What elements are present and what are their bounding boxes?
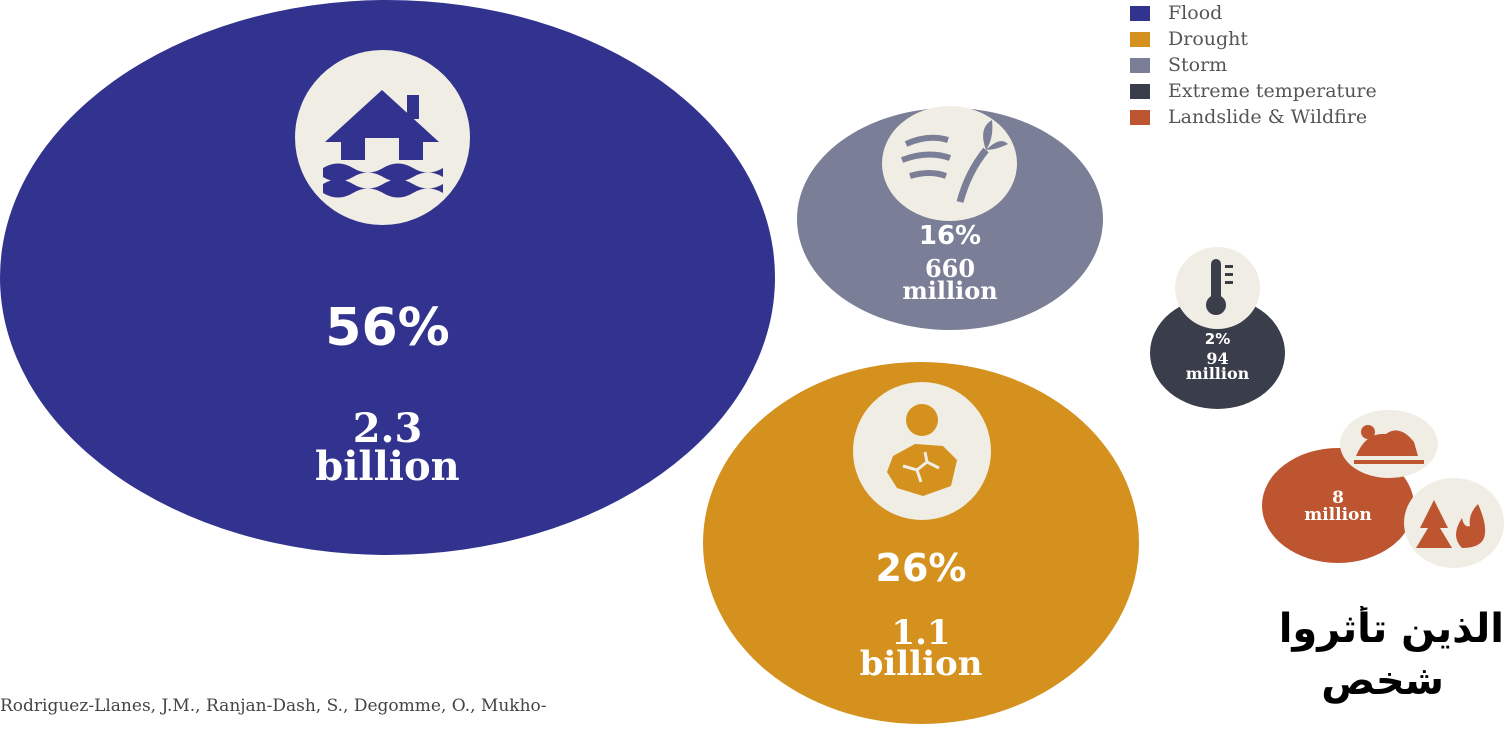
legend-label-landslide-wildfire: Landslide & Wildfire [1168, 106, 1368, 128]
flood-percent: 56% [325, 298, 450, 358]
legend-label-storm: Storm [1168, 54, 1228, 76]
legend-item-storm: Storm [1130, 52, 1377, 78]
wildfire-icon-disc [1404, 478, 1504, 568]
arabic-overlay-line1: الذين تأثروا [1278, 606, 1504, 652]
drought-bubble: 26% 1.1 billion [703, 362, 1139, 724]
wind-palm-icon [900, 120, 1008, 203]
legend-label-extreme-temperature: Extreme temperature [1168, 80, 1377, 102]
flood-amount-value: 2.3 [352, 405, 423, 452]
wildfire-icon [1416, 500, 1486, 548]
landslide-icon-disc [1340, 410, 1438, 478]
legend-swatch-drought [1130, 31, 1150, 47]
legend-label-drought: Drought [1168, 28, 1249, 50]
legend-item-drought: Drought [1130, 26, 1377, 52]
flood-bubble: 56% 2.3 billion [0, 0, 775, 555]
cracked-earth-sun-icon [887, 404, 957, 496]
legend-item-flood: Flood [1130, 0, 1377, 26]
storm-icon-disc [882, 106, 1017, 221]
storm-amount-unit: million [902, 276, 998, 305]
thermometer-icon [1206, 259, 1233, 315]
house-flood-icon [323, 90, 443, 198]
citation-text: Rodriguez-Llanes, J.M., Ranjan-Dash, S.,… [0, 696, 547, 716]
extreme-temperature-bubble: 2% 94 million [1150, 247, 1285, 409]
legend-swatch-landslide-wildfire [1130, 109, 1150, 125]
flood-icon-disc [295, 50, 470, 225]
landslide-wildfire-amount-unit: million [1304, 505, 1372, 525]
legend-item-landslide-wildfire: Landslide & Wildfire [1130, 104, 1377, 130]
extreme-temperature-amount-unit: million [1185, 364, 1250, 383]
flood-amount-unit: billion [315, 443, 460, 490]
landslide-icon [1354, 425, 1424, 464]
storm-amount-value: 660 [924, 254, 976, 283]
legend-label-flood: Flood [1168, 2, 1223, 24]
legend-swatch-storm [1130, 57, 1150, 73]
legend-swatch-extreme-temperature [1130, 83, 1150, 99]
drought-amount-value: 1.1 [891, 613, 951, 653]
landslide-wildfire-amount-value: 8 [1332, 488, 1344, 508]
legend-item-extreme-temperature: Extreme temperature [1130, 78, 1377, 104]
legend: Flood Drought Storm Extreme temperature … [1130, 0, 1377, 130]
drought-icon-disc [853, 382, 991, 520]
drought-percent: 26% [875, 546, 967, 590]
extreme-temperature-amount-value: 94 [1206, 349, 1229, 368]
storm-bubble: 16% 660 million [797, 106, 1103, 330]
storm-percent: 16% [918, 221, 982, 251]
arabic-overlay-line2: شخص [1321, 658, 1444, 704]
drought-amount-unit: billion [859, 644, 983, 684]
temperature-icon-disc [1175, 247, 1260, 329]
legend-swatch-flood [1130, 5, 1150, 21]
extreme-temperature-percent: 2% [1204, 330, 1231, 348]
